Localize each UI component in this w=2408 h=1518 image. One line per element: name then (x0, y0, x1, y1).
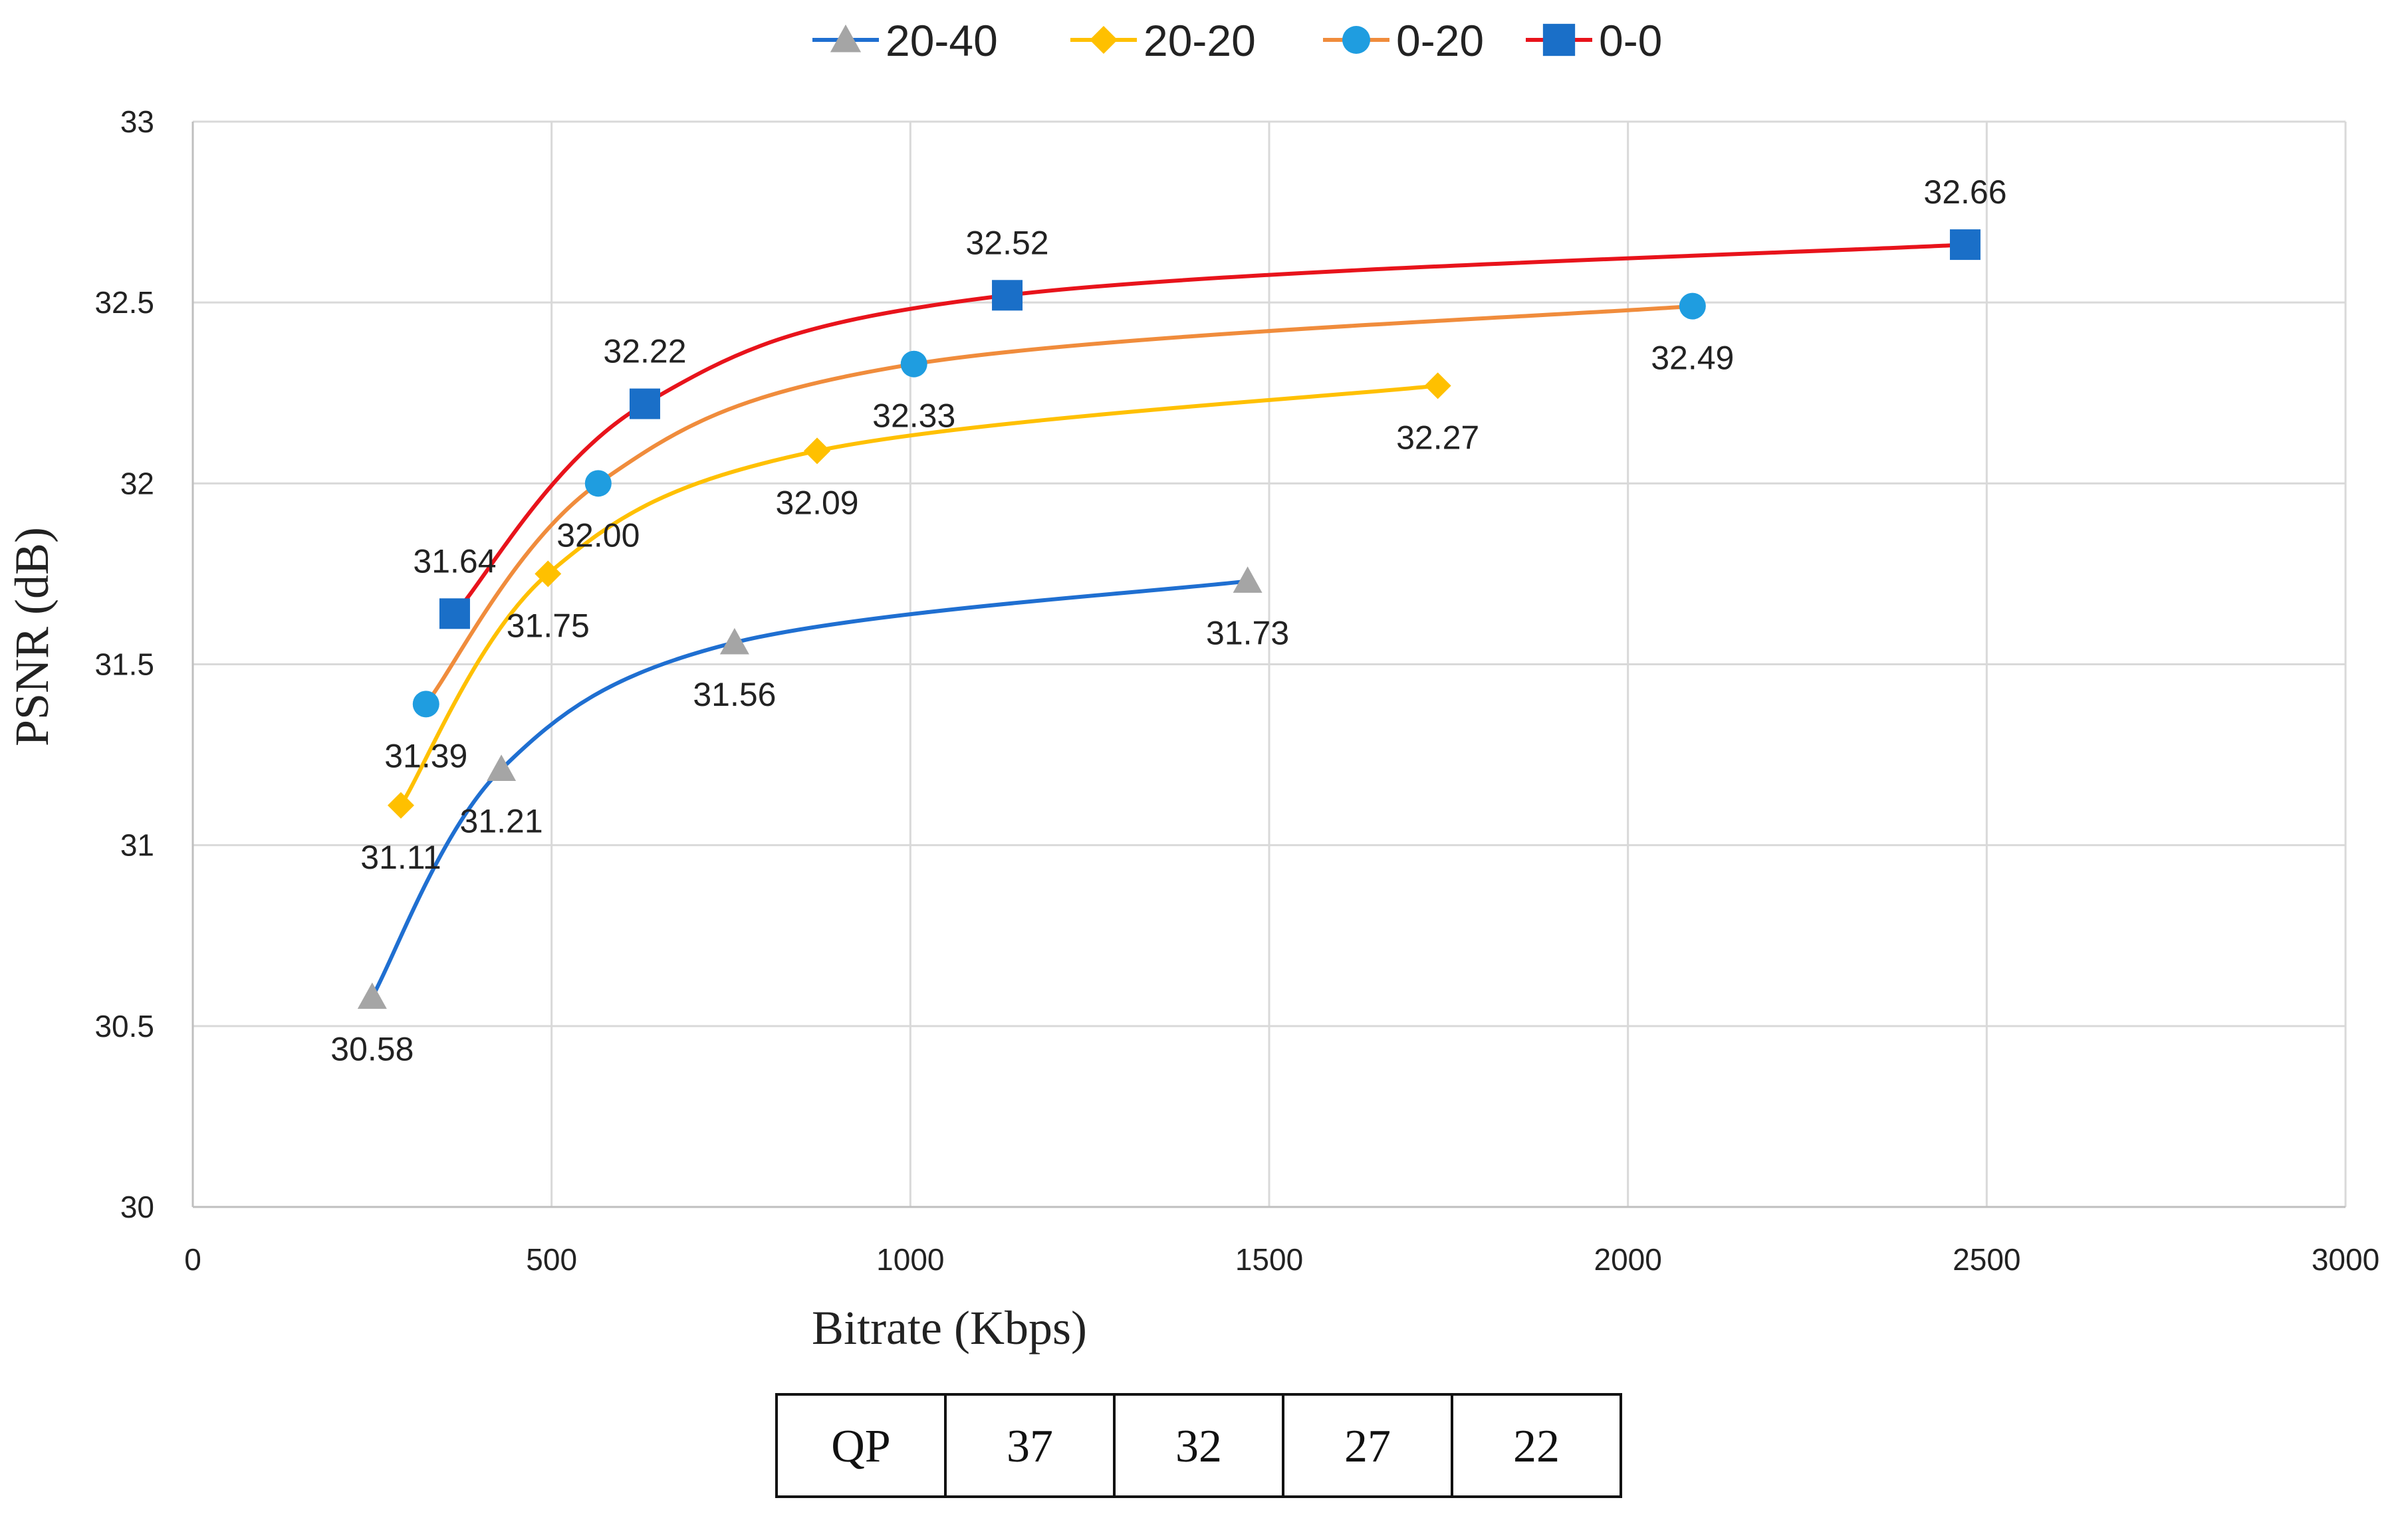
y-tick-label: 30 (120, 1190, 154, 1224)
axes (191, 122, 2346, 1208)
marker-0-0-1 (629, 388, 660, 419)
qp-table-border (775, 1393, 1622, 1498)
data-label-0-0-0: 31.64 (413, 542, 496, 580)
y-tick-label: 33 (120, 104, 154, 139)
x-tick-labels: 0 500 1000 1500 2000 2500 3000 (184, 1242, 2379, 1277)
data-label-20-20-1: 31.75 (507, 607, 590, 644)
series-line-0-20 (423, 304, 1695, 706)
x-tick-label: 2500 (1953, 1242, 2020, 1277)
marker-20-20-2 (804, 437, 831, 465)
data-label-20-40-3: 31.73 (1206, 614, 1289, 651)
data-label-0-20-3: 32.49 (1651, 340, 1734, 377)
data-label-20-20-3: 32.27 (1396, 419, 1479, 456)
series-line-0-0 (452, 243, 1967, 616)
y-tick-label: 30.5 (94, 1009, 154, 1043)
qp-table-cell: 22 (1513, 1421, 1560, 1472)
qp-table-cell: 37 (1007, 1421, 1053, 1472)
qp-table-cell: 27 (1344, 1421, 1391, 1472)
legend-label-0-20: 0-20 (1396, 16, 1484, 65)
marker-20-40-3 (1233, 566, 1263, 593)
series-markers (357, 229, 1981, 1009)
legend: 20-40 20-20 0-20 0-0 (812, 16, 1662, 65)
qp-table-cell: 32 (1175, 1421, 1222, 1472)
gridlines (191, 120, 2347, 1208)
marker-0-0-3 (1949, 229, 1981, 261)
marker-20-20-1 (535, 560, 562, 588)
marker-0-0-0 (439, 598, 470, 629)
data-label-20-40-0: 30.58 (330, 1030, 414, 1067)
x-axis-title: Bitrate (Kbps) (812, 1301, 1087, 1355)
x-tick-label: 1000 (876, 1242, 944, 1277)
x-tick-label: 500 (526, 1242, 577, 1277)
data-labels: 30.58 31.21 31.56 31.73 31.11 31.75 32.09 32.27… (330, 173, 2006, 1067)
marker-0-0-2 (992, 280, 1023, 311)
data-label-20-20-2: 32.09 (775, 484, 858, 521)
series-lines (370, 243, 1967, 1000)
data-label-0-0-1: 32.22 (603, 333, 686, 370)
legend-label-20-40: 20-40 (886, 16, 998, 65)
series-line-20-20 (399, 383, 1440, 808)
marker-0-20-3 (1679, 292, 1706, 320)
marker-0-20-2 (900, 350, 927, 378)
y-axis-title: PSNR (dB) (5, 527, 59, 746)
legend-label-0-0: 0-0 (1599, 16, 1662, 65)
qp-table-header: QP (831, 1421, 890, 1472)
data-label-20-40-2: 31.56 (693, 676, 776, 713)
x-tick-label: 1500 (1235, 1242, 1303, 1277)
legend-marker-0-0 (1542, 23, 1576, 56)
data-label-0-20-0: 31.39 (384, 737, 467, 774)
x-tick-label: 0 (184, 1242, 201, 1277)
x-tick-label: 3000 (2312, 1242, 2379, 1277)
series-line-20-40 (370, 579, 1250, 1000)
qp-table: QP 37 32 27 22 (775, 1393, 1622, 1498)
y-tick-label: 32.5 (94, 285, 154, 320)
y-tick-label: 31 (120, 828, 154, 863)
marker-20-20-0 (388, 792, 415, 819)
data-label-20-40-1: 31.21 (460, 802, 543, 839)
marker-20-20-3 (1424, 372, 1451, 399)
data-label-0-20-2: 32.33 (872, 397, 955, 435)
marker-20-40-0 (357, 982, 387, 1009)
x-tick-label: 2000 (1594, 1242, 1661, 1277)
legend-marker-20-40 (830, 24, 862, 53)
legend-marker-20-20 (1090, 26, 1118, 54)
marker-0-20-0 (412, 691, 439, 718)
data-label-0-0-3: 32.66 (1923, 173, 2006, 211)
data-label-20-20-0: 31.11 (360, 839, 441, 876)
y-tick-label: 32 (120, 466, 154, 500)
y-tick-label: 31.5 (94, 647, 154, 682)
marker-20-40-2 (719, 627, 749, 655)
marker-20-40-1 (487, 754, 517, 781)
legend-label-20-20: 20-20 (1144, 16, 1256, 65)
data-label-0-0-2: 32.52 (965, 224, 1048, 261)
y-tick-labels: 30 30.5 31 31.5 32 32.5 33 (94, 104, 154, 1224)
legend-marker-0-20 (1342, 26, 1370, 54)
data-label-0-20-1: 32.00 (556, 516, 640, 554)
marker-0-20-1 (584, 470, 612, 497)
